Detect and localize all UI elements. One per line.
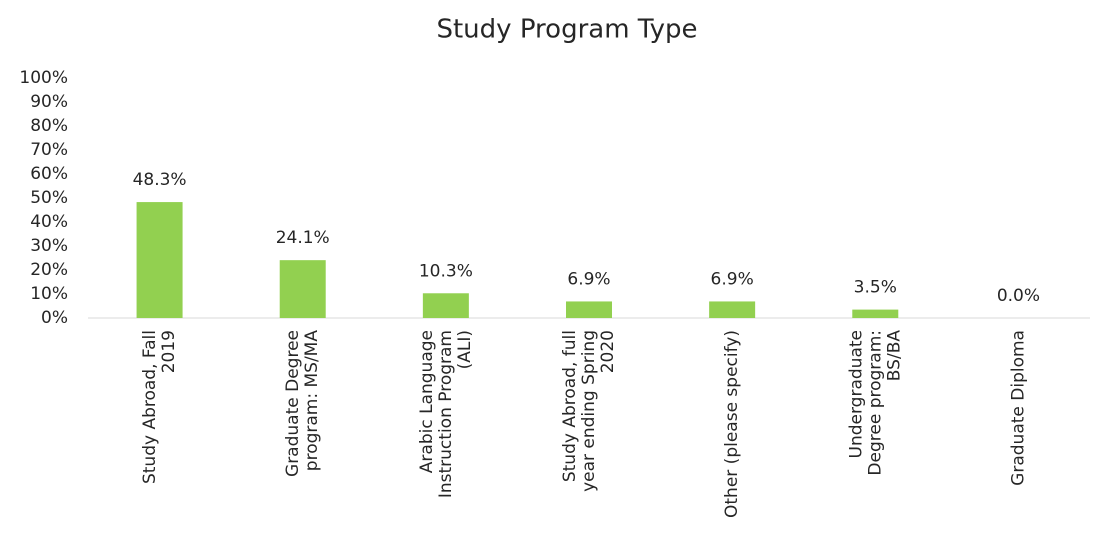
y-tick-label: 80% — [30, 116, 68, 136]
x-tick-label: Graduate Degreeprogram: MS/MA — [283, 330, 322, 477]
y-tick-label: 60% — [30, 164, 68, 184]
x-tick-label: Graduate Diploma — [1008, 330, 1028, 486]
data-label: 6.9% — [711, 269, 754, 289]
data-label: 3.5% — [854, 278, 897, 298]
bar — [709, 301, 756, 318]
y-tick-label: 40% — [30, 212, 68, 232]
data-label: 48.3% — [133, 170, 187, 190]
y-tick-label: 70% — [30, 140, 68, 160]
x-tick-label: Study Abroad, fullyear ending Spring2020 — [560, 330, 618, 492]
data-label: 6.9% — [567, 269, 610, 289]
data-label: 10.3% — [419, 261, 473, 281]
bar — [422, 293, 469, 318]
bar — [852, 309, 899, 318]
y-tick-label: 50% — [30, 188, 68, 208]
y-tick-label: 10% — [30, 284, 68, 304]
y-tick-label: 90% — [30, 92, 68, 112]
x-tick-label: Other (please specify) — [722, 330, 742, 518]
x-tick-label: UndergraduateDegree program:BS/BA — [846, 330, 904, 476]
x-tick-label: Study Abroad, Fall2019 — [140, 330, 179, 484]
chart-title: Study Program Type — [436, 15, 697, 45]
x-tick-label: Arabic LanguageInstruction Program(ALI) — [417, 330, 475, 498]
y-tick-label: 100% — [19, 68, 68, 88]
bar — [566, 301, 612, 318]
bar — [136, 202, 183, 318]
y-tick-label: 20% — [30, 260, 68, 280]
bar — [279, 260, 326, 318]
data-label: 0.0% — [997, 286, 1040, 306]
data-label: 24.1% — [276, 228, 330, 248]
y-tick-label: 0% — [41, 308, 68, 328]
y-tick-label: 30% — [30, 236, 68, 256]
